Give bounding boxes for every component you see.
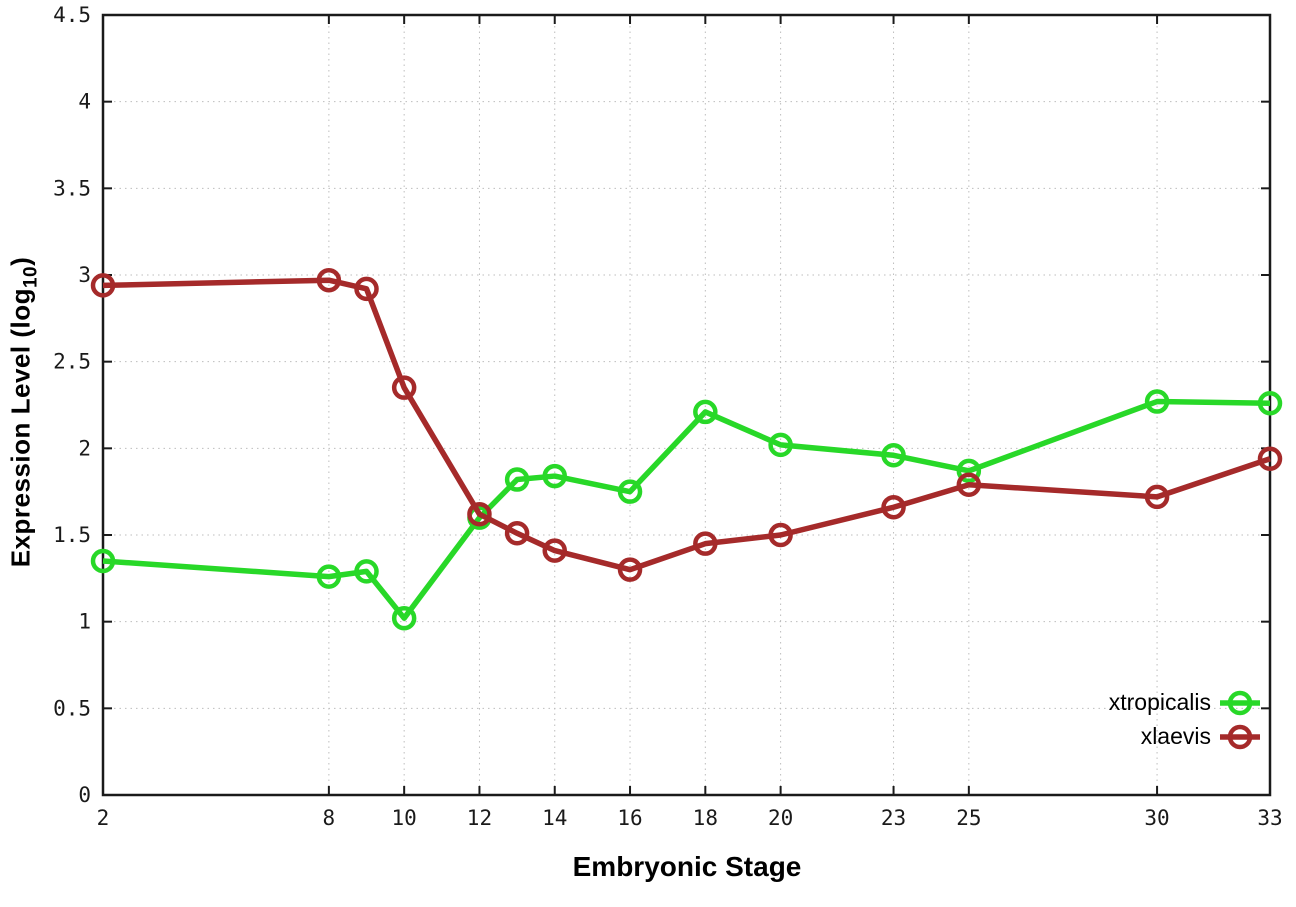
data-point-xlaevis — [617, 557, 643, 582]
data-point-xtropicalis — [504, 467, 530, 492]
y-tick-label: 0 — [78, 783, 91, 807]
data-point-xlaevis — [542, 538, 567, 563]
data-point-xlaevis — [316, 267, 342, 293]
data-point-xtropicalis — [90, 548, 116, 574]
x-tick-label: 16 — [617, 806, 642, 830]
data-point-xtropicalis — [617, 479, 643, 504]
data-point-xlaevis — [354, 276, 379, 302]
data-point-xlaevis — [391, 375, 417, 400]
x-tick-label: 25 — [956, 806, 981, 830]
data-point-xlaevis — [90, 273, 116, 298]
data-point-xtropicalis — [354, 559, 379, 584]
y-axis-title-subscript: 10 — [20, 265, 42, 289]
data-point-xlaevis — [768, 522, 793, 548]
data-point-xtropicalis — [542, 463, 567, 489]
data-point-xlaevis — [1144, 484, 1170, 510]
data-point-xtropicalis — [1257, 391, 1283, 416]
y-tick-label: 3 — [78, 263, 91, 287]
x-tick-label: 14 — [542, 806, 567, 830]
y-axis-title: Expression Level (log10) — [6, 257, 43, 568]
data-point-xlaevis — [1257, 446, 1283, 471]
x-tick-label: 8 — [323, 806, 336, 830]
data-point-xtropicalis — [881, 443, 906, 468]
data-point-xlaevis — [467, 501, 492, 527]
legend-item-xlaevis: xlaevis — [1109, 720, 1260, 753]
y-tick-label: 2.5 — [53, 350, 91, 374]
data-point-xtropicalis — [316, 564, 342, 589]
data-point-xlaevis — [693, 531, 718, 556]
plot-border — [101, 13, 1272, 797]
xtropicalis-line-marker-icon — [1220, 690, 1260, 715]
data-point-xlaevis — [504, 521, 530, 546]
data-point-xlaevis — [956, 472, 982, 497]
y-tick-label: 3.5 — [53, 176, 91, 200]
x-axis-title: Embryonic Stage — [572, 851, 802, 882]
y-tick-label: 4.5 — [53, 3, 91, 27]
y-tick-label: 0.5 — [53, 696, 91, 720]
x-tick-label: 12 — [467, 806, 492, 830]
y-axis-title-close: ) — [5, 256, 36, 266]
y-tick-label: 2 — [78, 436, 91, 460]
legend-label-xtropicalis: xtropicalis — [1108, 689, 1211, 715]
x-tick-label: 18 — [693, 806, 718, 830]
data-point-xtropicalis — [768, 432, 793, 458]
x-tick-label: 2 — [97, 806, 110, 830]
y-tick-label: 1.5 — [53, 523, 91, 547]
x-tick-label: 30 — [1144, 806, 1169, 830]
y-axis-title-text: Expression Level (log — [5, 288, 36, 568]
data-point-xtropicalis — [391, 605, 417, 631]
series-line-xtropicalis — [102, 398, 1271, 621]
data-point-xtropicalis — [1144, 389, 1170, 414]
x-tick-label: 10 — [392, 806, 417, 830]
x-tick-label: 23 — [881, 806, 906, 830]
data-point-xtropicalis — [693, 399, 718, 425]
x-tick-label: 33 — [1257, 806, 1282, 830]
x-tick-label: 20 — [768, 806, 793, 830]
series-line-xlaevis — [102, 277, 1271, 573]
data-point-xlaevis — [881, 495, 906, 520]
legend: xtropicalis xlaevis — [1109, 686, 1260, 753]
y-tick-label: 4 — [78, 90, 91, 114]
data-point-xtropicalis — [956, 458, 982, 484]
xlaevis-line-marker-icon — [1220, 724, 1260, 749]
legend-item-xtropicalis: xtropicalis — [1109, 686, 1260, 719]
legend-label-xlaevis: xlaevis — [1140, 723, 1211, 749]
y-tick-label: 1 — [78, 610, 91, 634]
